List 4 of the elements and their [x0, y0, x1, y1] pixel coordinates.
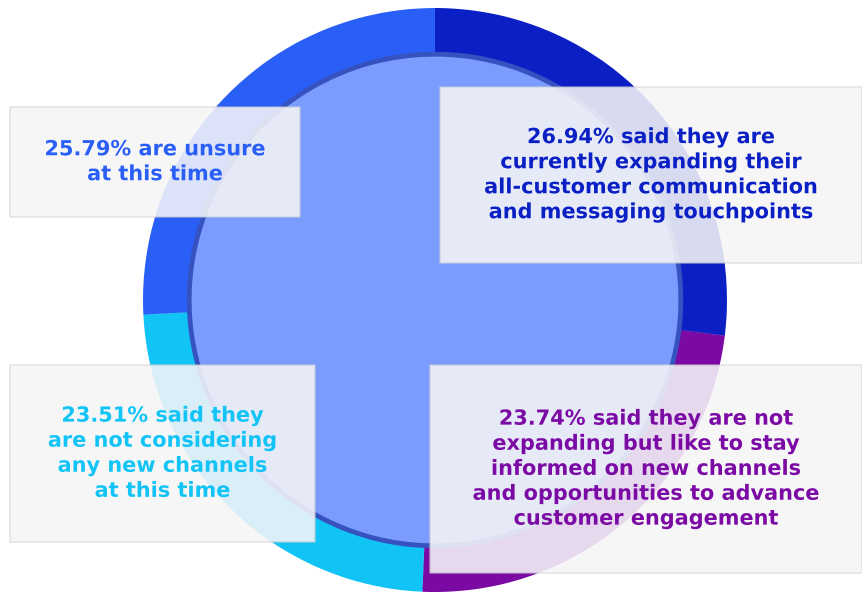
data-label: 25.79% are unsure at this time [46, 140, 265, 180]
data-label: 23.74% said they are not expanding but like to stay informed on new channels and opportunities to advance customer engagement [473, 408, 818, 530]
data-label: 23.51% said they are not considering any new channels at this time [48, 406, 276, 498]
data-label: 26.94% said they are currently expanding their all-customer communication and messaging touchpoints [485, 127, 816, 223]
